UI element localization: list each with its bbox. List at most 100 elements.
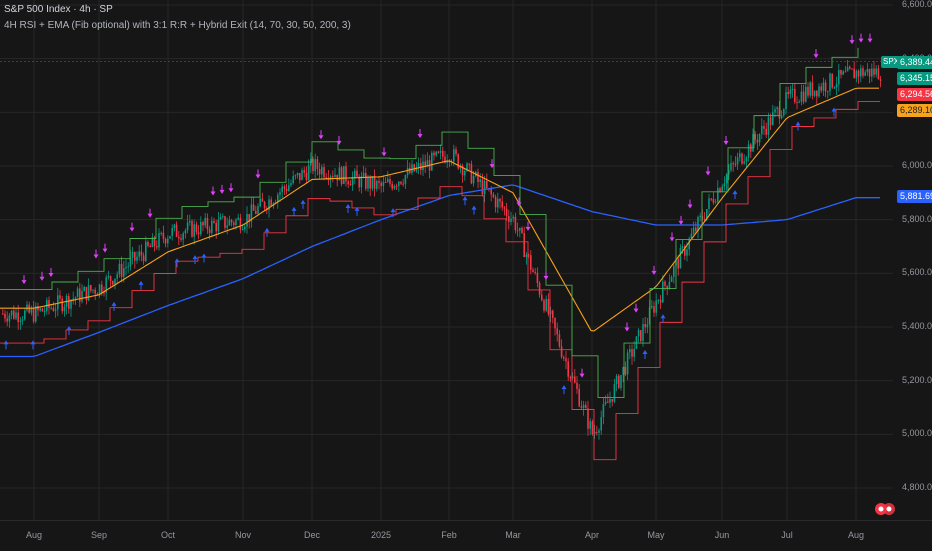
candle-body: [558, 334, 561, 347]
candle-body: [609, 399, 611, 403]
ema200-line: [0, 184, 880, 358]
candle-body: [268, 199, 270, 211]
candle-body: [618, 375, 620, 388]
indicator-legend[interactable]: 4H RSI + EMA (Fib optional) with 3:1 R:R…: [4, 20, 351, 31]
candle-body: [72, 298, 74, 300]
candle-body: [123, 268, 125, 277]
candle-body: [620, 375, 622, 388]
candle-body: [796, 102, 798, 104]
price-axis[interactable]: [893, 0, 932, 520]
candle-body: [19, 320, 22, 323]
candle-body: [824, 82, 827, 92]
sell-signal-marker: [21, 280, 27, 285]
buy-signal-marker: [3, 340, 9, 345]
candle-body: [442, 150, 444, 157]
candle-body: [805, 86, 807, 102]
candle-body: [175, 224, 178, 237]
candle-body: [345, 166, 347, 182]
candle-body: [593, 431, 596, 435]
candle-body: [472, 176, 475, 184]
candle-body: [299, 172, 301, 181]
candle-body: [217, 219, 220, 232]
candle-body: [503, 207, 506, 209]
candle-body: [424, 161, 426, 168]
buy-signal-marker: [138, 280, 144, 285]
candle-body: [521, 227, 523, 234]
candle-body: [296, 172, 299, 176]
candle-body: [494, 196, 497, 208]
candle-body: [721, 186, 723, 192]
sell-signal-marker: [147, 213, 153, 218]
ema50-badge: 6,345.15: [897, 72, 932, 85]
candle-body: [338, 167, 341, 181]
sell-signal-marker: [48, 273, 54, 278]
sell-signal-marker: [849, 40, 855, 45]
candle-body: [2, 313, 4, 315]
candle-body: [607, 401, 609, 403]
candle-body: [21, 319, 24, 321]
candle-body: [186, 222, 189, 231]
candle-body: [525, 254, 528, 258]
candle-body: [6, 318, 8, 322]
candle-body: [17, 312, 19, 323]
candle-body: [668, 281, 671, 289]
candle-body: [160, 232, 162, 234]
candle-body: [499, 198, 501, 202]
candle-body: [741, 153, 743, 164]
candle-body: [822, 82, 825, 91]
buy-signal-marker: [30, 340, 36, 345]
candle-body: [633, 348, 635, 357]
sell-signal-marker: [705, 171, 711, 176]
candle-body: [655, 300, 657, 313]
candle-body: [167, 238, 169, 244]
candle-body: [545, 299, 547, 311]
candle-body: [76, 288, 79, 298]
sell-signal-marker: [723, 140, 729, 145]
candle-body: [206, 217, 209, 230]
candle-body: [695, 227, 697, 232]
candle-body: [195, 224, 198, 233]
candle-body: [664, 281, 666, 286]
candle-body: [26, 304, 28, 311]
candle-body: [508, 216, 510, 222]
buy-signal-marker: [462, 196, 468, 201]
candle-body: [413, 164, 415, 172]
candle-body: [171, 227, 173, 237]
candle-body: [466, 163, 468, 172]
candle-body: [692, 227, 695, 234]
candle-body: [752, 133, 754, 152]
candle-body: [866, 68, 869, 73]
candle-body: [158, 233, 160, 248]
candle-body: [666, 285, 668, 289]
candle-body: [406, 167, 409, 176]
candle-body: [798, 101, 800, 103]
signal-markers: [3, 33, 873, 395]
time-tick-label: Aug: [847, 530, 865, 540]
candle-body: [455, 149, 457, 155]
candle-body: [708, 198, 710, 210]
tradingview-logo-icon[interactable]: [874, 498, 896, 520]
indicator-lines: [0, 47, 893, 461]
candle-body: [376, 181, 378, 189]
candle-body: [197, 232, 200, 235]
symbol-title[interactable]: S&P 500 Index · 4h · SP: [4, 4, 113, 15]
candle-body: [178, 236, 180, 239]
candle-body: [114, 278, 116, 285]
candle-body: [855, 70, 858, 79]
candle-body: [877, 68, 880, 80]
candle-body: [103, 292, 105, 294]
candle-body: [554, 317, 556, 329]
candle-body: [534, 272, 536, 274]
candle-body: [340, 167, 343, 185]
candle-body: [257, 206, 259, 214]
candle-body: [369, 177, 371, 189]
candle-body: [59, 295, 61, 299]
time-axis[interactable]: [0, 520, 932, 551]
candle-body: [323, 167, 325, 178]
sell-signal-marker: [624, 327, 630, 332]
candle-body: [235, 219, 237, 226]
candle-body: [578, 388, 580, 407]
candle-body: [305, 172, 308, 181]
